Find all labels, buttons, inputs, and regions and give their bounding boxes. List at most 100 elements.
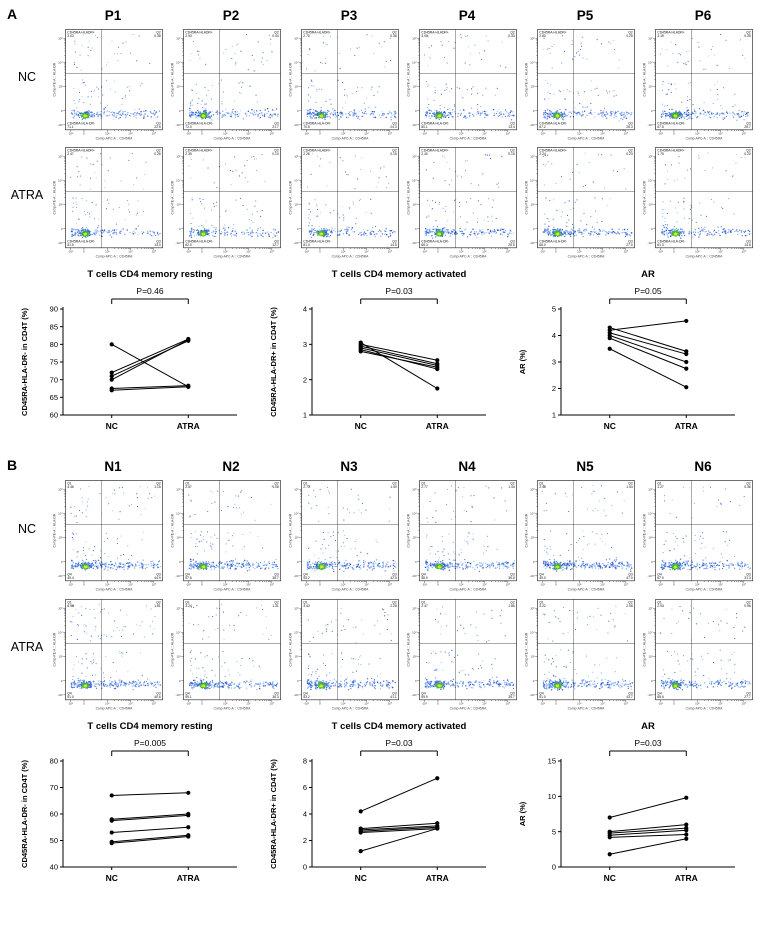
y-tick-label: -10³ [293,692,298,696]
quadrant-value-top-right: 2.28 [390,604,397,608]
x-tick-label: 10⁵ [506,701,511,705]
quadrant-value-top-left: 2.77 [421,485,428,489]
x-tick-label: 10⁴ [246,583,251,587]
flow-cell-N6-NC: -10³ -10³ 0 0 10³ 10³ 10⁴ 10⁴ 10⁵ 10⁵ Q1 1.27 Q2 0.36… [640,476,758,594]
quadrant-name-bottom-left: Q4 [185,691,190,695]
flow-plot-P4-ATRA: -10³ -10³ 0 0 10³ 10³ 10⁴ 10⁴ 10⁵ 10⁵ CD45RA-HLADR… [406,147,517,259]
y-tick-label: 10⁴ [648,179,653,183]
quadrant-name-top-left: Q1 [657,482,662,486]
chart-title: T cells CD4 memory resting [87,721,212,732]
flow-y-axis-label: Comp-PE-A :: HLA-DR [406,180,410,214]
y-tick-label: 90 [50,305,58,314]
x-tick-label: 10⁴ [364,583,369,587]
x-category-label-NC: NC [355,421,367,431]
flow-cell-N3-NC: -10³ -10³ 0 0 10³ 10³ 10⁴ 10⁴ 10⁵ 10⁵ Q1 2.73 Q2 1.49… [286,476,404,594]
quadrant-value-top-left: 2.93 [185,34,192,38]
x-tick-label: 10³ [105,583,109,587]
y-tick-label: 0 [533,109,535,113]
quadrant-name-bottom-left: Q4 [421,691,426,695]
x-tick-label: 0 [201,250,203,254]
quadrant-name-bottom-left: CD45RA-HLA-DR- [185,121,213,125]
y-tick-label: -10³ [57,241,62,245]
quadrant-name-top-right: Q2 [156,30,161,34]
y-tick-label: 70 [50,783,58,792]
quadrant-value-top-left: 2.28 [303,152,310,156]
y-tick-label: 10⁵ [412,36,417,40]
significance-bracket [360,750,438,756]
flow-cell-N4-NC: -10³ -10³ 0 0 10³ 10³ 10⁴ 10⁴ 10⁵ 10⁵ Q1 2.77 Q2 1.44… [404,476,522,594]
paired-line-chart-B-ar: AR P=0.03 0 5 10 15 NC ATRA AR (%) [518,721,735,883]
scatter-dots [541,485,633,573]
x-tick-label: 10³ [577,583,581,587]
flow-x-axis-label: Comp-APC-A :: CD45RA [450,706,488,710]
x-category-label-NC: NC [355,873,367,883]
quadrant-name-bottom-right: Q3 [274,240,279,244]
flow-plot-P3-ATRA: -10³ -10³ 0 0 10³ 10³ 10⁴ 10⁴ 10⁵ 10⁵ CD45RA-HLADR… [288,147,399,259]
quadrant-name-bottom-left: CD45RA-HLA-DR- [421,121,449,125]
quadrant-value-bottom-left: 81.3 [657,243,664,247]
quadrant-value-bottom-left: 51.0 [67,695,74,699]
y-tick-label: 15 [548,756,556,765]
flow-y-axis-label: Comp-PE-A :: HLA-DR [642,632,646,666]
axis-ticks [299,38,390,133]
x-tick-label: 0 [673,250,675,254]
axis-ticks [181,607,272,702]
quadrant-value-top-right: 0.15 [508,152,515,156]
x-tick-label: 10³ [105,701,109,705]
axis-ticks [535,156,626,251]
y-tick-label: 10⁴ [294,61,299,65]
flow-cell-P4-NC: -10³ -10³ 0 0 10³ 10³ 10⁴ 10⁴ 10⁵ 10⁵ CD45RA-HLADR… [404,25,522,143]
x-tick-label: 10⁵ [270,250,275,254]
row-label-NC: NC [17,521,37,536]
quadrant-value-bottom-right: 27.7 [744,695,751,699]
y-tick-label: 10⁴ [294,630,299,634]
quadrant-name-top-left: Q1 [657,600,662,604]
y-tick-label: 10³ [176,85,180,89]
y-tick-label: 10⁵ [58,155,63,159]
x-tick-label: 10⁵ [624,701,629,705]
x-tick-label: 10⁵ [270,132,275,136]
x-tick-label: 10⁴ [718,132,723,136]
p-value-label: P=0.05 [634,286,661,296]
x-tick-label: 10³ [341,132,345,136]
y-tick-label: 75 [50,358,58,367]
x-tick-label: -10³ [540,250,545,254]
quadrant-name-top-right: Q2 [274,600,279,604]
quadrant-name-bottom-right: Q3 [156,573,161,577]
y-tick-label: 10⁵ [294,155,299,159]
x-tick-label: -10³ [304,132,309,136]
y-tick-label: 10³ [58,203,62,207]
flow-y-axis-label: Comp-PE-A :: HLA-DR [406,514,410,548]
paired-lines [358,340,440,392]
y-tick-label: 0 [552,862,556,871]
x-tick-label: 0 [673,132,675,136]
x-tick-label: 0 [201,583,203,587]
flow-grid-B: N1 N2 N3 N4 N5 N6 NC -10³ -10³ 0 0 10³ 10³ 10⁴ 10⁴ 10⁵ 1… [4,457,764,712]
quadrant-name-top-right: Q2 [392,148,397,152]
quadrant-name-bottom-right: Q3 [746,240,751,244]
y-tick-label: 10⁴ [58,512,63,516]
quadrant-value-top-right: 0.23 [626,152,633,156]
x-tick-label: 10⁴ [718,583,723,587]
quadrant-name-bottom-right: Q3 [156,121,161,125]
y-tick-label: 80 [50,756,58,765]
x-tick-label: 0 [673,701,675,705]
quadrant-name-bottom-right: Q3 [746,691,751,695]
quadrant-name-top-right: Q2 [628,30,633,34]
flow-cell-N5-NC: -10³ -10³ 0 0 10³ 10³ 10⁴ 10⁴ 10⁵ 10⁵ Q1 2.48 Q2 1.44… [522,476,640,594]
panel-label-B: B [7,457,18,474]
quadrant-name-top-right: Q2 [628,148,633,152]
x-tick-label: 10⁵ [388,701,393,705]
quadrant-value-top-left: 3.03 [67,34,74,38]
quadrant-name-bottom-left: Q4 [185,573,190,577]
flow-cell-P3-ATRA: -10³ -10³ 0 0 10³ 10³ 10⁴ 10⁴ 10⁵ 10⁵ CD45RA-HLADR… [286,143,404,261]
quadrant-value-bottom-left: 67.5 [657,125,664,129]
x-tick-label: 0 [83,132,85,136]
quadrant-name-bottom-left: CD45RA-HLA-DR- [421,240,449,244]
quadrant-value-top-left: 2.47 [67,152,74,156]
x-tick-label: 10⁴ [128,701,133,705]
x-category-label-ATRA: ATRA [177,873,200,883]
quadrant-value-bottom-right: 24.3 [390,125,397,129]
chart-block-A-0: T cells CD4 memory resting P=0.46 60 65 70 75… [17,265,249,443]
chart-title: T cells CD4 memory activated [332,721,467,732]
